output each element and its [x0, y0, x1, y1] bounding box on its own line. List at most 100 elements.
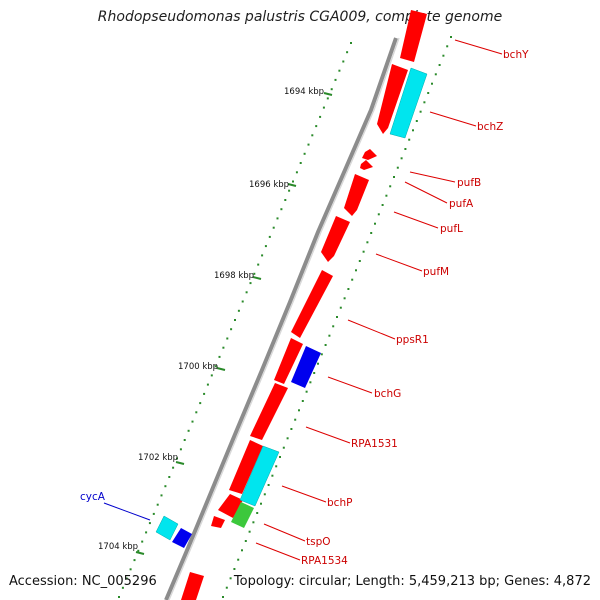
gene-label-bchY[interactable]: bchY [503, 49, 529, 61]
leader-lines [103, 39, 503, 561]
outer-ring-dot [261, 254, 264, 257]
gene-tspO[interactable] [231, 502, 254, 528]
outer-dot-ring [118, 42, 352, 598]
inner-ring-dot [446, 45, 449, 48]
gene-label-tspO[interactable]: tspO [306, 536, 331, 548]
gene-label-RPA1531[interactable]: RPA1531 [351, 438, 398, 450]
gene-ppsR1[interactable] [291, 270, 333, 338]
tick-label-1694: 1694 kbp [284, 87, 324, 97]
outer-ring-dot [315, 125, 318, 128]
outer-ring-dot [195, 411, 198, 414]
outer-ring-dot [191, 420, 194, 423]
inner-ring-dot [263, 493, 266, 496]
outer-ring-dot [249, 282, 252, 285]
inner-ring-dot [282, 446, 285, 449]
inner-ring-dot [332, 325, 335, 328]
inner-ring-dot [442, 54, 445, 57]
leader-tspO [263, 523, 306, 542]
tick-label-1704: 1704 kbp [98, 542, 138, 552]
inner-ring-dot [260, 502, 262, 505]
inner-ring-dot [229, 577, 232, 580]
gene-bchZ[interactable] [377, 64, 408, 134]
outer-ring-dot [299, 162, 302, 164]
gene-cycA-blue[interactable] [172, 528, 192, 548]
gene-label-bchP[interactable]: bchP [327, 497, 352, 509]
tick-mark-1696 [287, 183, 297, 187]
gene-label-pufA[interactable]: pufA [449, 198, 474, 210]
inner-ring-dot [370, 232, 373, 234]
inner-ring-dot [427, 92, 430, 94]
gene-bchG[interactable] [291, 346, 321, 388]
map-title: Rhodopseudomonas palustris CGA009, compl… [97, 9, 503, 25]
gene-tspO-partner[interactable] [218, 494, 243, 518]
leader-cycA [103, 502, 151, 521]
gene-label-pufB[interactable]: pufB [457, 177, 481, 189]
gene-RPA1531[interactable] [250, 383, 288, 440]
gene-label-bchG[interactable]: bchG [374, 388, 401, 400]
outer-ring-dot [350, 42, 352, 44]
inner-ring-dot [404, 148, 407, 150]
gene-cycA[interactable] [155, 515, 179, 541]
outer-ring-dot [257, 263, 260, 266]
tick-label-1696: 1696 kbp [249, 180, 289, 190]
outer-ring-dot [141, 540, 144, 543]
outer-ring-dot [295, 171, 298, 174]
outer-ring-dot [334, 78, 337, 81]
inner-ring-dot [305, 390, 308, 393]
inner-ring-dot [298, 409, 300, 412]
inner-ring-dot [434, 73, 437, 76]
outer-ring-dot [280, 208, 283, 211]
outer-ring-dot [156, 503, 159, 506]
inner-ring-dot [385, 194, 388, 197]
inner-ring-dot [419, 110, 422, 113]
inner-ring-dot [225, 586, 228, 589]
gene-pufB[interactable] [362, 149, 377, 160]
forward-genes [181, 10, 427, 600]
gene-bchP-partner[interactable] [229, 440, 263, 494]
tick-mark-1698 [252, 276, 262, 280]
outer-ring-dot [129, 568, 132, 571]
inner-ring-dot [343, 297, 346, 300]
gene-bchP[interactable] [239, 445, 280, 507]
gene-RPA1534[interactable] [211, 516, 225, 528]
gene-label-cycA[interactable]: cycA [80, 491, 106, 503]
accession-text: Accession: NC_005296 [9, 574, 157, 589]
gene-bottom[interactable] [181, 572, 204, 600]
outer-ring-dot [288, 189, 291, 192]
outer-ring-dot [237, 309, 240, 312]
genome-backbone-highlight [168, 37, 400, 600]
outer-ring-dot [176, 457, 178, 460]
leader-pufM [375, 253, 423, 272]
gene-label-bchZ[interactable]: bchZ [477, 121, 503, 133]
gene-label-ppsR1[interactable]: ppsR1 [396, 334, 429, 346]
inner-ring-dot [233, 568, 236, 570]
outer-ring-dot [338, 69, 341, 72]
inner-ring-dot [393, 176, 395, 178]
outer-ring-dot [230, 328, 233, 331]
leader-RPA1534 [255, 542, 301, 561]
gene-label-pufL[interactable]: pufL [440, 223, 463, 235]
gene-label-RPA1534[interactable]: RPA1534 [301, 555, 348, 567]
inner-ring-dot [324, 344, 327, 346]
inner-ring-dot [355, 269, 357, 272]
outer-ring-dot [264, 245, 267, 248]
tick-labels: 1694 kbp 1696 kbp 1698 kbp 1700 kbp 1702… [98, 87, 324, 552]
outer-ring-dot [118, 596, 120, 598]
gene-bchY[interactable] [400, 10, 427, 62]
tick-label-1698: 1698 kbp [214, 271, 254, 281]
leader-pufL [393, 211, 439, 229]
gene-bchZ-cyan[interactable] [389, 67, 428, 139]
gene-pufA[interactable] [360, 160, 373, 170]
inner-ring-dot [415, 120, 418, 122]
gene-label-pufM[interactable]: pufM [423, 266, 449, 278]
gene-pufM[interactable] [321, 216, 350, 262]
outer-ring-dot [253, 272, 256, 275]
outer-ring-dot [245, 291, 248, 294]
inner-ring-dot [271, 474, 274, 477]
leader-pufA [404, 181, 448, 204]
gene-pufL[interactable] [344, 174, 369, 216]
tick-label-1700: 1700 kbp [178, 362, 218, 372]
gene-bchG-partner[interactable] [274, 338, 303, 384]
outer-ring-dot [268, 235, 271, 238]
